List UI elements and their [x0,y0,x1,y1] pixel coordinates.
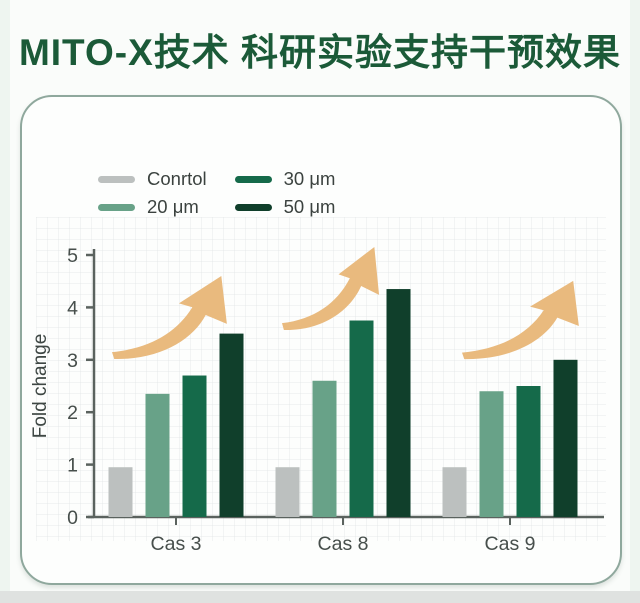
bar-50μm-Cas3 [219,333,244,517]
x-tick-label: Cas 9 [485,533,536,555]
left-edge-strip [0,0,10,603]
bar-Conrtol-Cas3 [108,467,133,517]
y-tick-label: 0 [67,507,78,529]
chart-card: Conrtol 20 μm 30 μm 50 μm 0 1 2 3 4 5 Fold change… [20,95,622,585]
y-tick-label: 1 [67,455,78,477]
legend-label: Conrtol [147,168,207,189]
legend-swatch-icon [234,203,272,211]
y-tick-label: 4 [67,297,78,319]
legend-swatch-icon [98,175,135,183]
legend-item: 20 μm [98,196,207,218]
bar-30μm-Cas8 [349,320,374,517]
bar-Conrtol-Cas8 [275,467,300,517]
bar-20μm-Cas9 [479,391,504,517]
y-tick-label: 3 [67,350,78,372]
legend-item: 50 μm [234,196,336,218]
x-tick-label: Cas 3 [151,533,202,555]
legend-label: 50 μm [283,196,336,217]
legend-item: 30 μm [234,168,336,190]
growth-arrow-icon [462,280,579,360]
y-tick-label: 5 [67,245,78,267]
legend-item: Conrtol [98,168,207,190]
bar-30μm-Cas9 [516,386,541,517]
page-title: MITO-X技术 科研实验支持干预效果 [18,32,622,73]
y-tick-label: 2 [67,402,78,424]
chart-legend: Conrtol 20 μm 30 μm 50 μm [98,165,335,221]
legend-swatch-icon [234,175,272,183]
growth-arrow-icon [112,275,227,360]
bar-30μm-Cas3 [182,375,207,517]
legend-label: 30 μm [283,168,336,189]
legend-label: 20 μm [147,196,199,217]
bar-Conrtol-Cas9 [442,467,467,517]
growth-arrow-icon [282,246,380,331]
y-axis-title: Fold change [30,334,51,439]
bar-chart: 0 1 2 3 4 5 Fold change Cas 3 Cas 8 Cas 9 [30,245,604,555]
legend-swatch-icon [98,203,135,211]
bar-20μm-Cas3 [145,393,170,517]
bottom-strip [0,591,640,603]
right-edge-strip [630,0,640,603]
bar-50μm-Cas9 [553,359,578,517]
bar-50μm-Cas8 [386,289,411,517]
x-tick-label: Cas 8 [318,533,369,555]
bar-20μm-Cas8 [312,380,337,517]
